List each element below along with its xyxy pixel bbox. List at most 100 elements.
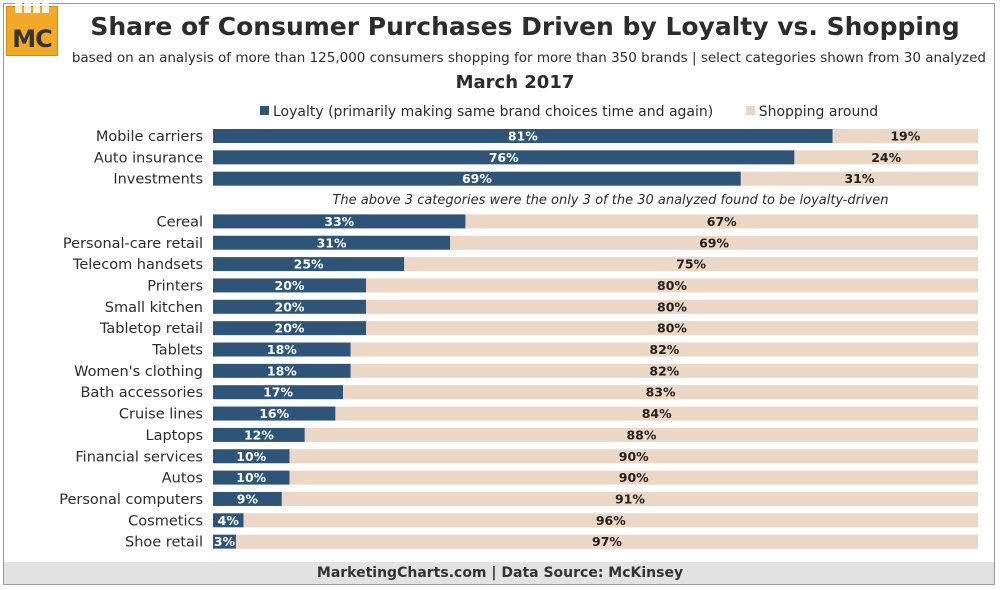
bar-loyalty [213,363,351,378]
category-label: Investments [113,172,203,188]
category-label: Telecom handsets [72,257,203,273]
data-label-shopping: 69% [699,235,729,250]
bar-shopping [343,385,978,400]
bar-shopping [350,363,978,378]
data-label-shopping: 84% [642,406,672,421]
data-label-loyalty: 20% [275,278,305,293]
data-label-shopping: 67% [707,214,737,229]
bar-loyalty [213,491,282,506]
bar-shopping [832,129,978,143]
bar-loyalty [213,321,366,336]
data-label-loyalty: 10% [236,470,266,485]
bar-shopping [335,406,978,421]
logo-text: MC [12,25,53,53]
category-label: Cosmetics [128,513,203,529]
data-label-shopping: 90% [619,470,649,485]
category-label: Personal-care retail [63,236,203,252]
data-label-loyalty: 16% [259,406,289,421]
bar-loyalty [213,235,451,250]
bar-loyalty [213,278,366,293]
data-label-shopping: 82% [649,363,679,378]
data-label-loyalty: 20% [275,321,305,336]
data-label-loyalty: 3% [214,534,236,549]
chart-title: Share of Consumer Purchases Driven by Lo… [90,12,960,41]
bar-shopping [243,513,979,528]
category-label: Autos [162,471,203,487]
bar-shopping [366,278,978,293]
bar-loyalty [213,385,344,400]
bar-loyalty [213,257,405,272]
data-label-loyalty: 81% [508,129,538,144]
category-label: Cereal [156,214,203,230]
category-label: Financial services [75,449,203,465]
bar-loyalty [213,342,351,357]
data-label-loyalty: 9% [237,491,259,506]
legend-label-loyalty: Loyalty (primarily making same brand cho… [273,104,714,120]
category-label: Shoe retail [125,535,203,551]
category-label: Printers [147,278,203,294]
category-label: Tablets [151,343,203,359]
legend-swatch-loyalty [260,106,269,115]
legend-label-shopping: Shopping around [758,104,879,120]
bar-shopping [366,299,978,314]
chart-date: March 2017 [455,72,575,93]
bar-shopping [450,235,978,250]
bar-shopping [304,427,978,442]
data-label-loyalty: 18% [267,363,297,378]
bar-loyalty [213,406,336,421]
bar-shopping [366,321,978,336]
bar-loyalty [213,299,366,314]
marketingcharts-logo: MC [6,0,58,56]
footer-bar [4,562,994,584]
data-label-shopping: 31% [844,171,874,186]
data-label-loyalty: 69% [462,171,492,186]
category-label: Cruise lines [119,407,203,423]
bar-shopping [404,257,978,272]
data-label-loyalty: 17% [263,385,293,400]
bar-shopping [235,534,978,549]
bar-loyalty [213,214,466,229]
data-label-shopping: 91% [615,491,645,506]
category-label: Tabletop retail [99,321,203,337]
data-label-shopping: 90% [619,449,649,464]
data-label-shopping: 83% [646,385,676,400]
category-label: Bath accessories [80,385,203,401]
data-label-shopping: 19% [890,129,920,144]
data-label-loyalty: 18% [267,342,297,357]
data-label-loyalty: 76% [489,150,519,165]
category-label: Laptops [146,428,203,444]
data-label-loyalty: 31% [317,235,347,250]
data-label-shopping: 80% [657,278,687,293]
data-label-shopping: 97% [592,534,622,549]
data-label-loyalty: 12% [244,427,274,442]
data-label-loyalty: 20% [275,299,305,314]
data-label-shopping: 82% [649,342,679,357]
bar-loyalty [213,449,290,464]
category-label: Mobile carriers [96,129,203,145]
chart-frame [3,3,995,585]
footer-source: MarketingCharts.com | Data Source: McKin… [316,565,684,581]
category-label: Auto insurance [94,150,203,166]
bar-shopping [794,150,978,165]
bar-shopping [289,449,978,464]
bar-loyalty [213,171,741,186]
data-label-shopping: 75% [676,257,706,272]
data-label-shopping: 24% [871,150,901,165]
bar-shopping [465,214,978,229]
bar-loyalty [213,150,795,165]
legend-swatch-shopping [745,106,755,115]
bar-loyalty [213,534,236,549]
bar-shopping [289,470,978,485]
data-label-loyalty: 10% [236,449,266,464]
data-label-shopping: 80% [657,299,687,314]
category-label: Small kitchen [105,300,203,316]
data-label-loyalty: 4% [218,513,240,528]
chart-annotation: The above 3 categories were the only 3 o… [332,193,888,208]
legend-item-shopping: Shopping around [745,104,879,120]
bar-shopping [350,342,978,357]
data-label-shopping: 88% [626,427,656,442]
data-label-shopping: 80% [657,321,687,336]
category-label: Personal computers [59,492,203,508]
bar-loyalty [213,513,244,528]
